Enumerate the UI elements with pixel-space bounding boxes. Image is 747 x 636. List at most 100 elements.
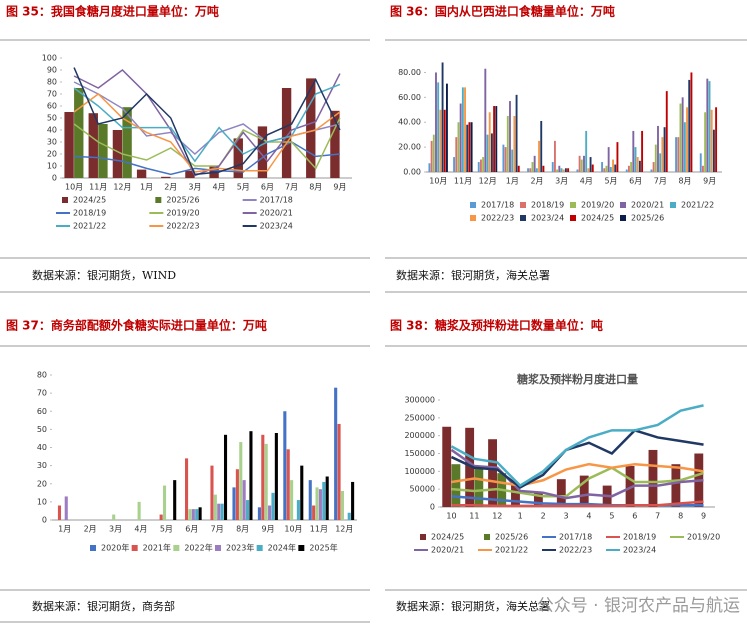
x-tick-label: 4月 xyxy=(213,183,226,192)
bar xyxy=(198,507,202,520)
bar xyxy=(659,153,662,172)
bar xyxy=(542,165,545,172)
legend-label: 2024/25 xyxy=(581,214,614,223)
bar xyxy=(654,144,657,172)
y-tick-label: 70 xyxy=(37,389,47,398)
bar xyxy=(188,509,192,520)
bar xyxy=(457,122,460,172)
bar xyxy=(679,103,682,172)
bar xyxy=(630,162,633,172)
legend-swatch xyxy=(155,197,162,203)
bar xyxy=(246,500,250,520)
bar xyxy=(479,159,482,172)
bar xyxy=(347,512,351,520)
legend-label: 2020/21 xyxy=(631,201,664,210)
bar xyxy=(585,130,588,172)
bar xyxy=(665,91,668,172)
x-tick-label: 1月 xyxy=(506,177,519,186)
bar xyxy=(428,163,431,172)
bar xyxy=(614,164,617,172)
bar xyxy=(464,87,466,172)
bar xyxy=(315,487,319,520)
bar xyxy=(477,162,480,172)
line xyxy=(450,428,704,489)
bar xyxy=(671,464,681,507)
bar xyxy=(556,169,559,172)
legend-label: 2018/19 xyxy=(73,209,106,218)
bar xyxy=(64,496,68,520)
y-tick-label: 150000 xyxy=(404,449,435,458)
figure-caption: 图 38：糖浆及预拌粉进口数量单位：吨 xyxy=(390,318,603,333)
x-tick-label: 11月 xyxy=(89,183,107,192)
bar xyxy=(318,489,322,520)
bar xyxy=(232,487,236,520)
bar xyxy=(540,120,543,172)
bar xyxy=(533,492,543,507)
x-tick-label: 6月 xyxy=(261,183,274,192)
legend-swatch xyxy=(90,545,96,551)
bar xyxy=(322,481,326,520)
bar xyxy=(587,168,590,172)
bar xyxy=(583,155,585,172)
legend-swatch xyxy=(470,202,476,208)
x-tick-label: 10月 xyxy=(429,177,447,186)
bar xyxy=(513,116,516,172)
legend-label: 2023/24 xyxy=(531,214,564,223)
bar xyxy=(683,122,686,172)
x-tick-label: 6月 xyxy=(185,525,198,534)
y-tick-label: 40.00 xyxy=(398,118,421,127)
bar xyxy=(527,168,530,172)
legend-swatch xyxy=(520,215,526,221)
bar xyxy=(632,130,635,172)
bar xyxy=(661,137,664,172)
bar xyxy=(652,162,655,172)
bar xyxy=(603,168,606,172)
bar xyxy=(648,449,658,507)
x-tick-label: 2月 xyxy=(530,177,543,186)
legend-label: 2022/23 xyxy=(481,214,514,223)
x-tick-label: 10 xyxy=(446,512,456,521)
bar xyxy=(430,140,433,172)
line xyxy=(450,448,704,500)
x-tick-label: 3月 xyxy=(109,525,122,534)
bar xyxy=(677,137,680,172)
legend-label: 2024/25 xyxy=(73,196,106,205)
bar xyxy=(213,494,217,520)
bar xyxy=(122,107,132,178)
line xyxy=(451,466,704,498)
x-tick-label: 6月 xyxy=(629,177,642,186)
bar xyxy=(616,142,619,172)
bar xyxy=(233,138,243,178)
legend-label: 2024/25 xyxy=(431,533,464,542)
bar xyxy=(529,168,532,172)
bar xyxy=(506,116,509,172)
bar xyxy=(446,83,448,172)
bar xyxy=(650,169,653,172)
legend-label: 2017/18 xyxy=(481,201,514,210)
x-tick-label: 4月 xyxy=(134,525,147,534)
legend-swatch xyxy=(298,545,305,551)
legend-label: 2021/22 xyxy=(495,546,528,555)
x-tick-label: 2月 xyxy=(164,183,177,192)
x-tick-label: 12月 xyxy=(335,525,353,534)
x-tick-label: 9 xyxy=(701,512,706,521)
bar xyxy=(242,480,246,520)
bar xyxy=(308,480,312,520)
source-note: 数据来源：银河期货，海关总署 xyxy=(396,599,550,613)
x-tick-label: 8月 xyxy=(678,177,691,186)
bar xyxy=(688,79,691,172)
bar xyxy=(474,465,484,507)
bar xyxy=(271,492,275,520)
bar xyxy=(64,112,74,178)
bar xyxy=(517,165,520,172)
legend-label: 2025/26 xyxy=(495,533,528,542)
legend-label: 2019/20 xyxy=(687,533,720,542)
y-tick-label: 20.00 xyxy=(398,143,421,152)
legend-label: 2022/23 xyxy=(559,546,592,555)
bar xyxy=(495,106,498,172)
bar xyxy=(625,169,628,172)
bar xyxy=(589,157,592,172)
bar xyxy=(442,426,452,507)
legend-label: 2022年 xyxy=(184,543,212,553)
